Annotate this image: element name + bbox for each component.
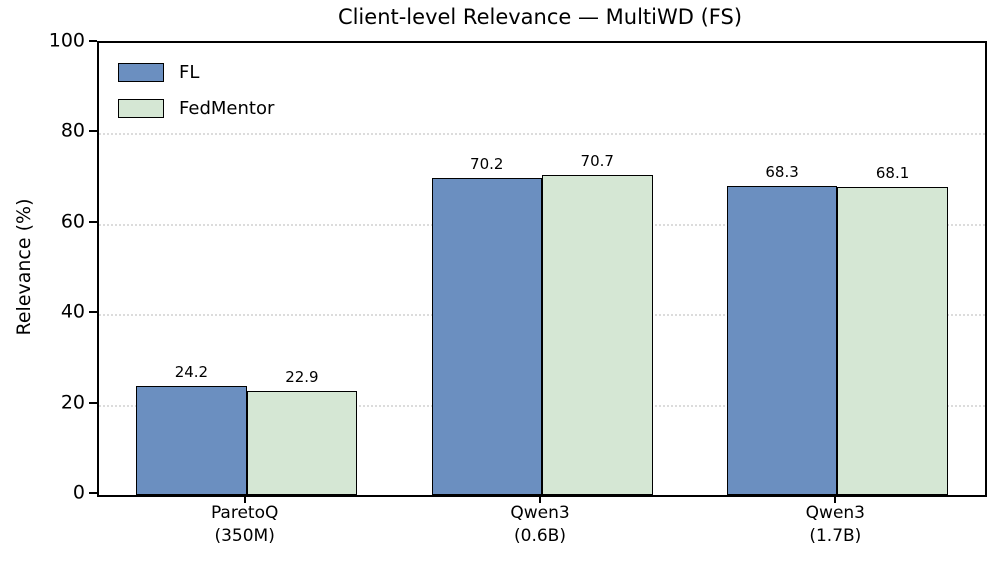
legend-swatch-fedmentor: [118, 99, 164, 118]
y-tick-mark-20: [89, 401, 97, 404]
y-tick-mark-60: [89, 220, 97, 223]
y-tick-label-100: 100: [48, 29, 85, 52]
value-label-fedmentor-qwen3-0-6b: 70.7: [580, 152, 614, 171]
legend-label-fl: FL: [179, 62, 200, 83]
x-tick-mark-paretoq-350m: [243, 495, 246, 503]
value-label-fl-qwen3-0-6b: 70.2: [470, 154, 504, 173]
value-label-fl-qwen3-1-7b: 68.3: [765, 163, 799, 182]
y-tick-label-20: 20: [60, 391, 85, 414]
value-label-fedmentor-paretoq-350m: 22.9: [285, 368, 319, 387]
bar-fl-qwen3-0-6b: [431, 177, 542, 495]
x-tick-label-qwen3-0-6b: Qwen3 (0.6B): [510, 503, 570, 546]
legend-swatch-fl: [118, 63, 164, 82]
chart-title: Client-level Relevance — MultiWD (FS): [337, 5, 743, 29]
y-tick-mark-100: [89, 40, 97, 42]
y-tick-label-80: 80: [60, 119, 85, 142]
x-tick-mark-qwen3-0-6b: [539, 495, 541, 503]
bar-fl-qwen3-1-7b: [726, 186, 838, 495]
x-tick-label-paretoq-350m: ParetoQ (350M): [210, 503, 279, 546]
y-tick-mark-80: [89, 130, 97, 133]
value-label-fedmentor-qwen3-1-7b: 68.1: [875, 164, 910, 183]
bar-fedmentor-qwen3-0-6b: [542, 175, 653, 495]
plot-area: 24.2 22.9 70.2 70.7 68.3 68.1 FL FedMentor: [97, 41, 987, 497]
legend-item-fedmentor: FedMentor: [118, 98, 274, 119]
y-tick-label-40: 40: [60, 300, 85, 323]
y-tick-label-0: 0: [72, 481, 85, 504]
y-tick-label-60: 60: [60, 210, 85, 233]
y-tick-mark-0: [89, 492, 97, 494]
legend: FL FedMentor: [118, 62, 274, 119]
y-tick-mark-40: [89, 311, 97, 314]
value-label-fl-paretoq-350m: 24.2: [174, 362, 209, 381]
legend-item-fl: FL: [118, 62, 274, 83]
gridline-80: [99, 133, 985, 136]
x-tick-label-qwen3-1-7b: Qwen3 (1.7B): [805, 503, 865, 546]
legend-label-fedmentor: FedMentor: [179, 98, 275, 119]
bar-fl-paretoq-350m: [136, 385, 247, 495]
bar-fedmentor-paretoq-350m: [246, 391, 358, 495]
x-tick-mark-qwen3-1-7b: [834, 495, 837, 503]
bar-fedmentor-qwen3-1-7b: [837, 187, 948, 495]
